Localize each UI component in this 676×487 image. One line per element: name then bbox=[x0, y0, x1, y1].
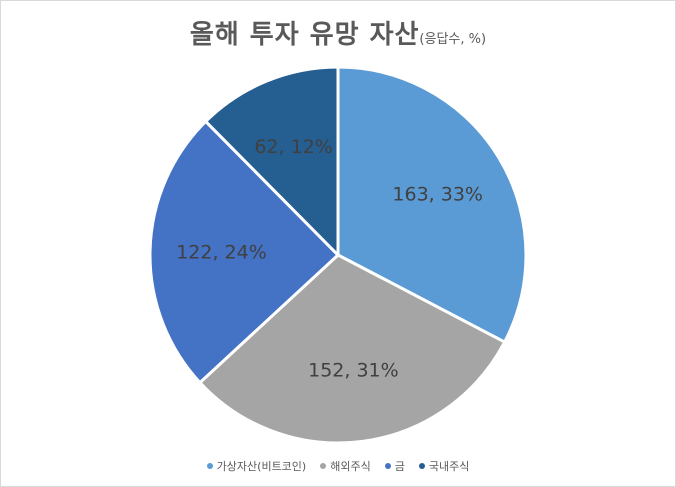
pie-labels: 163, 33% 152, 31% 122, 24% 62, 12% bbox=[176, 136, 483, 381]
legend-swatch bbox=[320, 463, 327, 469]
chart-title-main: 올해 투자 유망 자산 bbox=[189, 20, 420, 50]
pie-slices bbox=[148, 65, 528, 445]
legend-item-0: 가상자산(비트코인) bbox=[206, 458, 307, 474]
legend-item-1: 해외주식 bbox=[320, 458, 371, 474]
chart-legend: 가상자산(비트코인) 해외주식 금 국내주식 bbox=[0, 458, 676, 474]
legend-swatch bbox=[206, 463, 213, 469]
pie-slice-2 bbox=[148, 119, 340, 385]
legend-label: 금 bbox=[394, 460, 405, 473]
chart-subtitle: (응답수, %) bbox=[419, 32, 487, 47]
chart-title: 올해 투자 유망 자산(응답수, %) bbox=[0, 14, 676, 51]
data-label-0: 163, 33% bbox=[392, 184, 483, 206]
pie-slice-3 bbox=[204, 65, 340, 257]
pie-slice-1 bbox=[198, 253, 507, 445]
legend-item-2: 금 bbox=[384, 458, 405, 474]
pie-slice-0 bbox=[336, 65, 528, 344]
legend-item-3: 국내주식 bbox=[418, 458, 470, 474]
legend-label: 해외주식 bbox=[330, 460, 371, 473]
legend-swatch bbox=[418, 463, 425, 469]
data-label-2: 122, 24% bbox=[176, 241, 267, 263]
legend-swatch bbox=[384, 463, 391, 469]
data-label-3: 62, 12% bbox=[254, 136, 333, 158]
legend-label: 국내주식 bbox=[428, 460, 470, 473]
data-label-1: 152, 31% bbox=[308, 360, 399, 382]
legend-label: 가상자산(비트코인) bbox=[216, 460, 307, 473]
